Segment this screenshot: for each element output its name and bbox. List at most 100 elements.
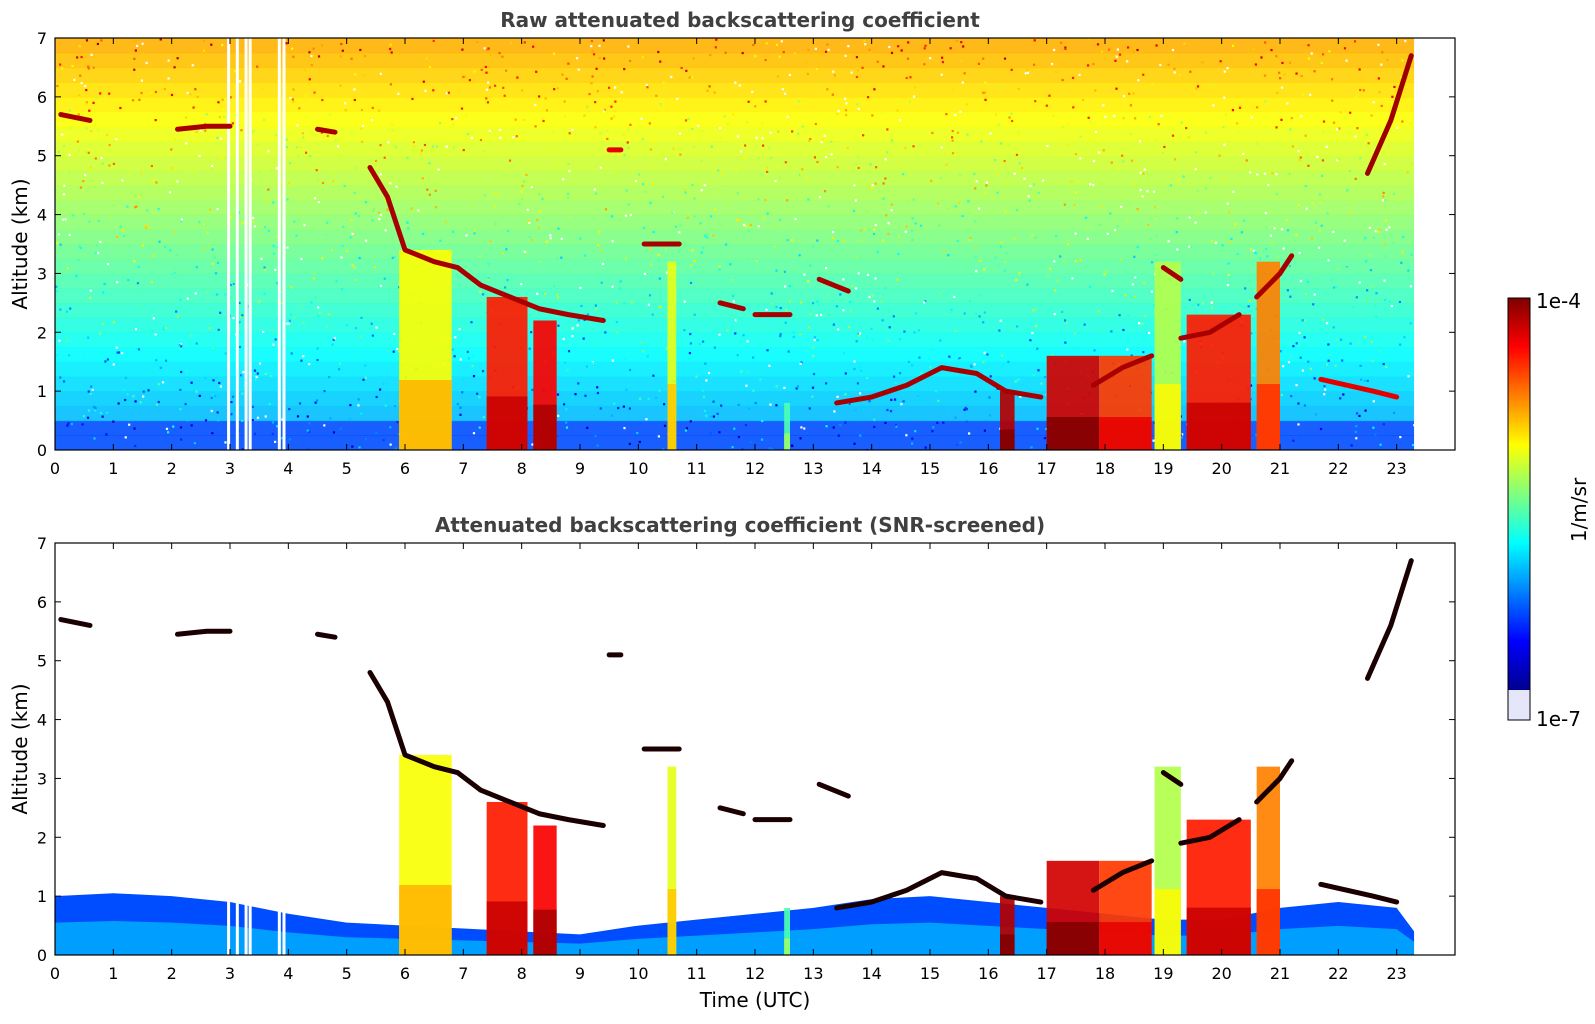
cloud-layer — [1365, 53, 1414, 176]
noise-speck — [797, 100, 800, 103]
noise-speck — [1211, 239, 1214, 243]
noise-speck — [603, 57, 606, 60]
noise-speck — [340, 256, 343, 259]
noise-speck — [757, 198, 760, 201]
noise-speck — [1320, 61, 1323, 65]
noise-speck — [1401, 251, 1404, 254]
noise-speck — [931, 131, 934, 135]
noise-speck — [598, 44, 601, 47]
x-tick-label: 21 — [1270, 459, 1290, 478]
noise-speck — [149, 331, 152, 334]
noise-speck — [428, 193, 431, 196]
noise-speck — [487, 277, 490, 280]
noise-speck — [191, 64, 194, 67]
noise-speck — [288, 319, 291, 322]
noise-speck — [119, 106, 122, 110]
altitude-band — [55, 96, 1415, 113]
noise-speck — [693, 313, 696, 316]
x-tick-label: 0 — [50, 964, 60, 983]
noise-speck — [1153, 304, 1156, 307]
noise-speck — [364, 376, 367, 379]
noise-speck — [567, 196, 570, 199]
noise-speck — [812, 245, 815, 248]
noise-speck — [557, 296, 560, 299]
noise-speck — [626, 141, 629, 144]
noise-speck — [974, 187, 977, 190]
noise-speck — [1003, 57, 1007, 60]
noise-speck — [231, 122, 234, 125]
noise-speck — [955, 39, 958, 43]
noise-speck — [1356, 127, 1359, 130]
noise-speck — [800, 361, 803, 364]
noise-speck — [256, 372, 259, 375]
noise-speck — [1118, 314, 1121, 317]
noise-speck — [112, 204, 116, 207]
noise-speck — [99, 412, 103, 415]
noise-speck — [699, 203, 702, 207]
noise-speck — [692, 57, 695, 60]
noise-speck — [826, 88, 829, 91]
noise-speck — [830, 153, 833, 156]
noise-speck — [902, 173, 905, 176]
noise-speck — [825, 382, 828, 385]
noise-speck — [1307, 57, 1311, 60]
noise-speck — [1287, 361, 1291, 364]
noise-speck — [882, 182, 885, 185]
noise-speck — [122, 234, 125, 238]
noise-speck — [66, 339, 69, 342]
noise-speck — [389, 443, 392, 446]
noise-speck — [1297, 150, 1300, 153]
noise-speck — [420, 149, 423, 152]
noise-speck — [238, 321, 241, 324]
noise-speck — [426, 188, 429, 191]
noise-speck — [1223, 70, 1226, 73]
noise-speck — [487, 189, 490, 192]
noise-speck — [808, 407, 811, 410]
noise-speck — [816, 300, 819, 303]
noise-speck — [527, 219, 530, 222]
noise-speck — [82, 180, 85, 183]
noise-speck — [1342, 387, 1346, 390]
noise-speck — [389, 43, 392, 46]
noise-speck — [1388, 226, 1391, 229]
noise-speck — [800, 100, 803, 103]
noise-speck — [705, 414, 708, 417]
cloud-column-core — [1046, 417, 1100, 450]
cloud-layer — [1254, 758, 1295, 805]
noise-speck — [310, 64, 313, 67]
noise-speck — [1115, 55, 1118, 58]
noise-speck — [625, 189, 628, 192]
cloud-layer — [315, 631, 338, 640]
noise-speck — [1386, 59, 1389, 62]
noise-speck — [274, 268, 277, 271]
noise-speck — [363, 54, 366, 58]
noise-speck — [783, 270, 787, 273]
noise-speck — [1370, 340, 1373, 343]
noise-speck — [594, 304, 597, 307]
noise-speck — [1363, 379, 1366, 383]
noise-speck — [782, 51, 785, 54]
noise-speck — [1406, 171, 1409, 174]
noise-speck — [551, 130, 555, 133]
noise-speck — [89, 296, 92, 299]
noise-speck — [576, 324, 579, 327]
noise-speck — [453, 278, 456, 281]
noise-speck — [603, 108, 607, 111]
noise-speck — [1332, 121, 1336, 124]
noise-speck — [143, 223, 146, 227]
noise-speck — [724, 51, 727, 54]
altitude-band — [55, 317, 1415, 333]
cloud-layer — [717, 300, 746, 312]
noise-speck — [258, 170, 261, 173]
noise-speck — [146, 209, 149, 212]
y-tick-label: 5 — [37, 652, 47, 671]
noise-speck — [1303, 336, 1306, 339]
noise-speck — [304, 151, 308, 154]
noise-speck — [340, 288, 344, 291]
noise-speck — [1232, 190, 1235, 193]
noise-speck — [615, 301, 618, 304]
noise-speck — [963, 312, 966, 315]
noise-speck — [1366, 299, 1369, 302]
y-tick-label: 6 — [37, 88, 47, 107]
noise-speck — [379, 72, 382, 75]
